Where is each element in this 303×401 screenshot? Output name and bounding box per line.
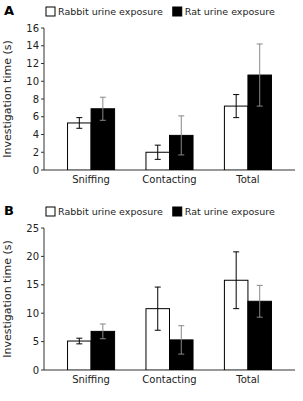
- x-tick-label: Contacting: [142, 374, 196, 385]
- x-tick-label: Total: [235, 374, 259, 385]
- error-bar: [257, 44, 263, 106]
- panel-label: B: [4, 203, 14, 218]
- y-tick: [41, 99, 44, 100]
- y-tick-label: 15: [26, 279, 39, 290]
- plot-marks: [68, 252, 272, 370]
- y-tick-label: 8: [33, 94, 39, 105]
- x-tick-label: Contacting: [142, 174, 196, 185]
- y-tick: [41, 63, 44, 64]
- bar: [68, 123, 92, 170]
- plot-marks: [68, 44, 272, 170]
- chart-root: A 0 2 4 6 8 10 12 14 16 Investigation time (s) Snif…: [0, 0, 303, 401]
- y-tick: [41, 313, 44, 314]
- y-tick: [41, 370, 44, 371]
- y-tick-label: 20: [26, 251, 39, 262]
- y-axis-line: [44, 228, 45, 370]
- y-tick: [41, 28, 44, 29]
- x-tick-label: Sniffing: [72, 374, 110, 385]
- legend-swatch: [173, 7, 182, 16]
- error-bar: [100, 97, 106, 120]
- error-bar: [76, 338, 82, 344]
- legend-label: Rabbit urine exposure: [58, 6, 163, 17]
- y-tick: [41, 81, 44, 82]
- bar: [68, 341, 92, 370]
- y-tick-label: 14: [26, 40, 39, 51]
- y-tick-label: 10: [26, 76, 39, 87]
- y-tick-label: 12: [26, 58, 39, 69]
- y-tick: [41, 134, 44, 135]
- y-tick: [41, 341, 44, 342]
- legend-label: Rat urine exposure: [185, 206, 275, 217]
- error-bar: [76, 118, 82, 129]
- panel-label: A: [4, 3, 14, 18]
- y-tick-label: 10: [26, 308, 39, 319]
- y-tick-label: 6: [33, 111, 39, 122]
- error-bar: [257, 285, 263, 317]
- y-tick: [41, 152, 44, 153]
- y-tick: [41, 116, 44, 117]
- y-tick-label: 0: [33, 165, 39, 176]
- y-tick: [41, 284, 44, 285]
- legend-swatch: [173, 207, 182, 216]
- y-tick-label: 16: [26, 23, 39, 34]
- y-tick: [41, 170, 44, 171]
- error-bar: [178, 116, 184, 155]
- y-tick-label: 2: [33, 147, 39, 158]
- x-tick-label: Sniffing: [72, 174, 110, 185]
- error-bar: [233, 95, 239, 118]
- legend: Rabbit urine exposure Rat urine exposure: [46, 206, 275, 217]
- panel: A 0 2 4 6 8 10 12 14 16 Investigation time (s) Snif…: [1, 3, 295, 185]
- legend-swatch: [46, 207, 55, 216]
- legend-swatch: [46, 7, 55, 16]
- legend-label: Rat urine exposure: [185, 6, 275, 17]
- error-bar: [233, 252, 239, 309]
- y-tick: [41, 45, 44, 46]
- y-tick-label: 0: [33, 365, 39, 376]
- legend-label: Rabbit urine exposure: [58, 206, 163, 217]
- legend: Rabbit urine exposure Rat urine exposure: [46, 6, 275, 17]
- y-tick: [41, 256, 44, 257]
- y-tick: [41, 228, 44, 229]
- error-bar: [100, 324, 106, 339]
- y-tick-label: 5: [33, 336, 39, 347]
- y-axis-label: Investigation time (s): [1, 240, 14, 358]
- error-bar: [178, 326, 184, 354]
- y-axis-label: Investigation time (s): [1, 40, 14, 158]
- y-tick-label: 25: [26, 223, 39, 234]
- y-tick-label: 4: [33, 129, 39, 140]
- x-tick-label: Total: [235, 174, 259, 185]
- panel: B 0 5 10 15 20 25 Investigation time (s) Sniffin…: [1, 203, 295, 385]
- error-bar: [155, 145, 161, 159]
- error-bar: [155, 287, 161, 330]
